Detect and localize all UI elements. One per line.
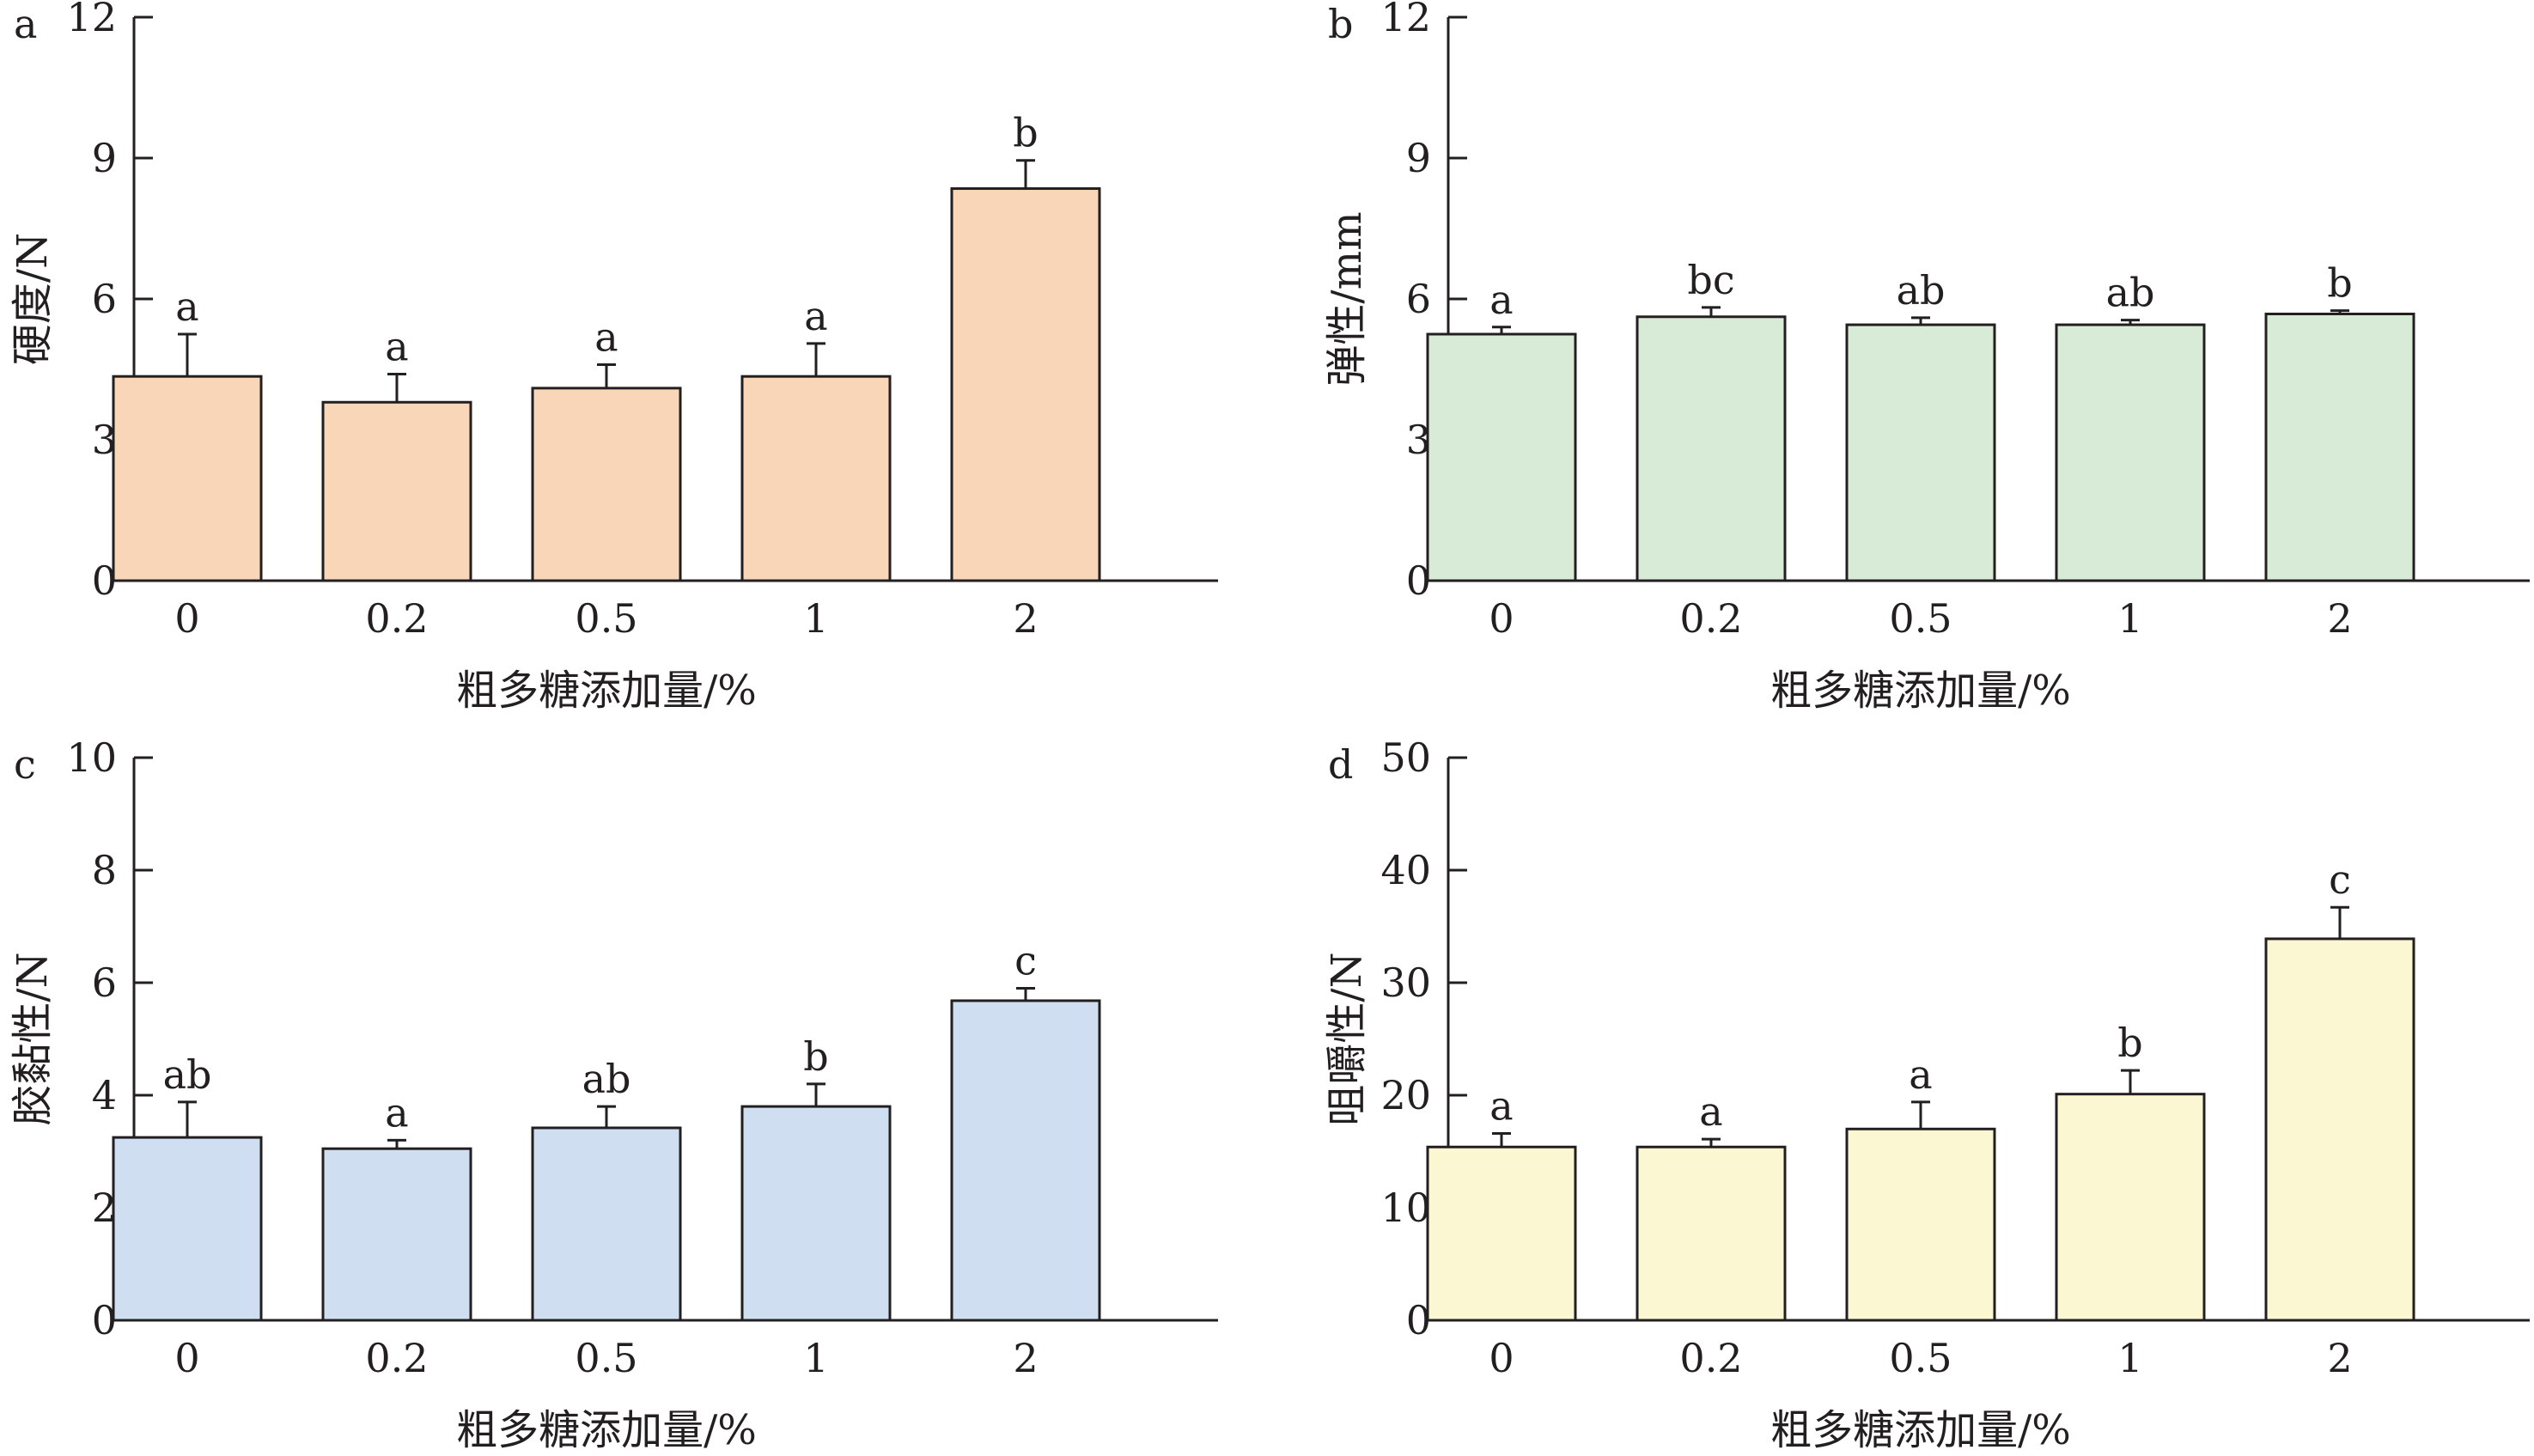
y-tick-label: 9	[1406, 135, 1431, 181]
x-tick-label: 1	[803, 595, 828, 642]
y-tick-label: 12	[66, 0, 117, 40]
x-tick-label: 0	[1489, 595, 1514, 642]
bar	[321, 1147, 472, 1322]
bar	[112, 375, 263, 582]
x-tick-label: 1	[803, 1335, 828, 1381]
y-tick-label: 9	[92, 135, 117, 181]
x-tick-label: 0.5	[575, 1335, 637, 1381]
significance-label: a	[804, 293, 827, 339]
significance-label: ab	[2106, 270, 2155, 316]
x-tick-label: 0.2	[1679, 1335, 1742, 1381]
significance-label: ab	[163, 1051, 212, 1098]
y-tick-label: 6	[1406, 276, 1431, 322]
bar	[1426, 1145, 1577, 1322]
bar	[1845, 323, 1996, 582]
significance-label: b	[1013, 110, 1038, 156]
significance-label: ab	[1897, 267, 1946, 314]
y-tick-label: 50	[1380, 734, 1431, 781]
panel-label: d	[1328, 741, 1353, 788]
bar	[112, 1136, 263, 1322]
x-axis-label: 粗多糖添加量/%	[1770, 1406, 2071, 1453]
x-tick-label: 2	[1013, 595, 1038, 642]
significance-label: a	[175, 283, 198, 330]
significance-label: c	[2329, 856, 2351, 903]
significance-label: c	[1014, 938, 1037, 984]
y-axis-label: 咀嚼性/N	[1323, 952, 1371, 1125]
x-tick-label: 0.2	[1679, 595, 1742, 642]
x-tick-label: 1	[2117, 1335, 2142, 1381]
bar	[2055, 323, 2206, 582]
x-tick-label: 0.5	[1889, 595, 1952, 642]
significance-label: a	[594, 314, 618, 361]
y-tick-label: 6	[92, 959, 117, 1006]
significance-label: a	[385, 1089, 408, 1136]
bar	[531, 387, 682, 582]
y-axis-label: 弹性/mm	[1323, 211, 1371, 386]
y-axis-label: 硬度/N	[9, 233, 57, 365]
bar	[1845, 1127, 1996, 1322]
bar	[2264, 312, 2415, 582]
y-tick-label: 10	[66, 734, 117, 781]
bar	[950, 999, 1101, 1322]
y-tick-label: 20	[1380, 1072, 1431, 1118]
bar	[321, 400, 472, 582]
significance-label: b	[803, 1033, 828, 1080]
x-tick-label: 0.2	[365, 595, 428, 642]
x-tick-label: 2	[2327, 595, 2352, 642]
y-tick-label: 10	[1380, 1185, 1431, 1231]
x-tick-label: 0.5	[575, 595, 637, 642]
panel-label: a	[14, 1, 37, 47]
bar	[950, 187, 1101, 582]
y-tick-label: 40	[1380, 847, 1431, 893]
bar	[2264, 937, 2415, 1322]
x-tick-label: 2	[1013, 1335, 1038, 1381]
y-tick-label: 30	[1380, 959, 1431, 1006]
x-tick-label: 2	[2327, 1335, 2352, 1381]
significance-label: bc	[1687, 257, 1734, 303]
y-tick-label: 6	[92, 276, 117, 322]
significance-label: a	[385, 323, 408, 369]
x-axis-label: 粗多糖添加量/%	[456, 1406, 757, 1453]
bar	[2055, 1093, 2206, 1322]
y-tick-label: 8	[92, 847, 117, 893]
significance-label: a	[1489, 277, 1513, 323]
significance-label: ab	[582, 1056, 631, 1102]
x-axis-label: 粗多糖添加量/%	[456, 667, 757, 715]
bar	[531, 1126, 682, 1322]
bar	[1636, 315, 1787, 582]
y-tick-label: 4	[92, 1072, 117, 1118]
bar	[740, 1105, 892, 1322]
bar	[740, 375, 892, 582]
significance-label: a	[1489, 1083, 1513, 1130]
significance-label: b	[2117, 1020, 2142, 1066]
x-tick-label: 1	[2117, 595, 2142, 642]
y-axis-label: 胶黏性/N	[9, 952, 57, 1125]
significance-label: a	[1909, 1051, 1932, 1098]
bar	[1636, 1145, 1787, 1322]
significance-label: b	[2327, 260, 2352, 307]
x-tick-label: 0.5	[1889, 1335, 1952, 1381]
x-tick-label: 0	[174, 1335, 199, 1381]
x-tick-label: 0	[174, 595, 199, 642]
x-tick-label: 0	[1489, 1335, 1514, 1381]
panel-label: b	[1328, 1, 1353, 47]
bar	[1426, 332, 1577, 582]
panel-label: c	[14, 741, 36, 788]
y-tick-label: 12	[1380, 0, 1431, 40]
x-axis-label: 粗多糖添加量/%	[1770, 667, 2071, 715]
significance-label: a	[1699, 1088, 1722, 1135]
x-tick-label: 0.2	[365, 1335, 428, 1381]
